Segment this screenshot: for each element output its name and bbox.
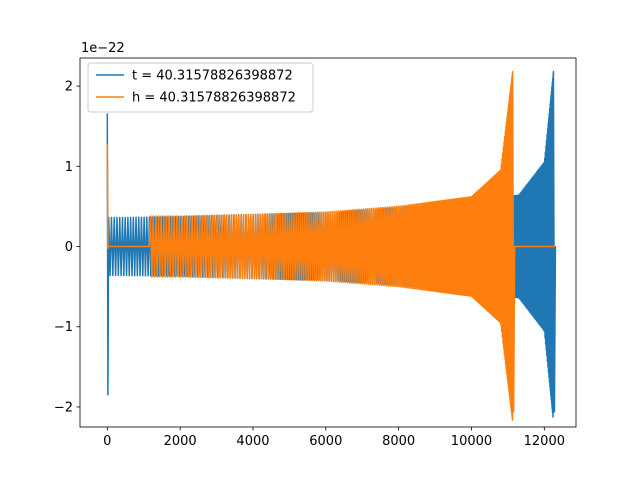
axes: 0 2000 4000 6000 8000 10000 12000 −2 −1 0 1 2 [54,57,577,449]
legend-box [87,62,314,113]
y-tick-label: 1 [65,160,73,175]
x-tick-label: 12000 [524,434,565,449]
x-tick-label: 0 [103,434,111,449]
x-tick-label: 2000 [164,434,197,449]
x-tick-label: 4000 [236,434,269,449]
x-tick-label: 8000 [382,434,415,449]
y-tick-label: −1 [54,320,73,335]
axes-frame [79,57,577,428]
y-scale-label: 1e−22 [81,41,125,56]
legend-label-0: t = 40.31578826398872 [132,69,293,84]
x-tick-label: 10000 [451,434,492,449]
legend-label-1: h = 40.31578826398872 [132,91,296,106]
y-tick-label: 0 [65,240,73,255]
y-tick-label: 2 [65,80,73,95]
y-tick-label: −2 [54,400,73,415]
plot-area [106,70,557,421]
x-tick-label: 6000 [309,434,342,449]
legend: t = 40.31578826398872 h = 40.315788263988… [87,62,314,113]
series-line-1 [106,70,556,421]
